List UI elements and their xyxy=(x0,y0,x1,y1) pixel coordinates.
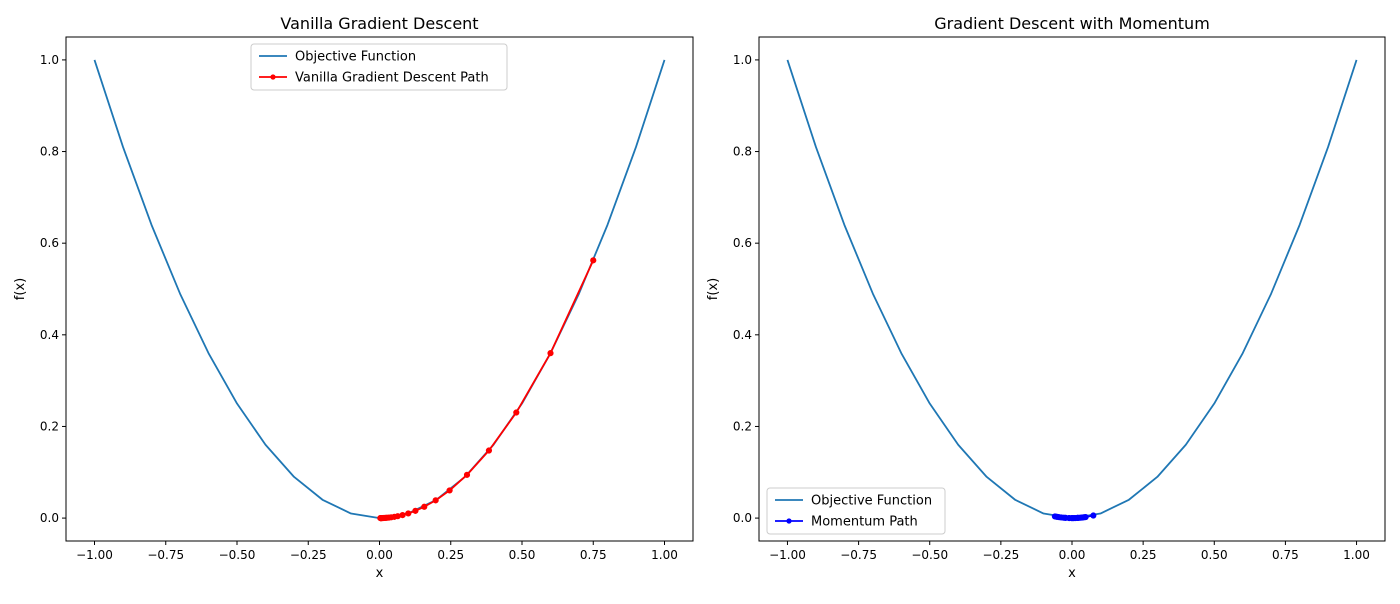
x-tick-label: 0.75 xyxy=(580,548,607,562)
x-tick-label: 0.75 xyxy=(1272,548,1299,562)
x-tick-label: −0.50 xyxy=(219,548,256,562)
legend-box xyxy=(250,43,508,91)
y-tick-label: 0.0 xyxy=(40,511,59,525)
data-point xyxy=(590,257,597,264)
plot-frame xyxy=(758,36,1386,542)
data-point xyxy=(377,514,384,522)
data-point xyxy=(547,350,554,357)
x-tick-label: 0.50 xyxy=(1201,548,1228,562)
data-point xyxy=(405,510,412,517)
chart-title: Vanilla Gradient Descent xyxy=(280,14,478,33)
y-tick-label: 0.0 xyxy=(733,511,752,525)
legend-marker-2 xyxy=(786,518,792,524)
x-tick-label: 0.25 xyxy=(437,548,464,562)
y-tick-label: 0.2 xyxy=(40,419,59,433)
chart-panel-2: −1.00 −0.75 −0.50 −0.25 0.00 0.25 0.50 0.75 1.00… xyxy=(706,14,1386,581)
series-line-2 xyxy=(379,259,595,519)
data-point xyxy=(463,471,471,478)
x-tick-label: −1.00 xyxy=(769,548,806,562)
legend: Objective Function Vanilla Gradient Desce… xyxy=(250,43,508,91)
x-tick-label: 0.50 xyxy=(509,548,536,562)
x-tick-label: −0.75 xyxy=(840,548,877,562)
x-tick-label: 0.25 xyxy=(1130,548,1157,562)
x-tick-label: −0.50 xyxy=(911,548,948,562)
data-point xyxy=(421,503,428,510)
y-axis-label: f(x) xyxy=(706,278,721,300)
x-tick-label: −0.25 xyxy=(982,548,1019,562)
data-point xyxy=(513,409,520,416)
x-tick-label: −1.00 xyxy=(76,548,113,562)
data-point xyxy=(399,512,406,519)
x-axis-label: x xyxy=(1068,566,1076,581)
data-point xyxy=(485,447,493,454)
legend-entry-1: Objective Function xyxy=(811,494,932,509)
y-tick-label: 0.4 xyxy=(40,328,59,342)
y-tick-label: 0.2 xyxy=(733,419,752,433)
series-line-1 xyxy=(786,59,1358,519)
y-tick-label: 0.8 xyxy=(733,145,752,159)
y-tick-label: 0.6 xyxy=(733,236,752,250)
x-tick-label: 0.00 xyxy=(366,548,393,562)
x-tick-label: 1.00 xyxy=(651,548,678,562)
y-tick-label: 1.0 xyxy=(733,53,752,67)
y-axis-label: f(x) xyxy=(13,278,28,300)
data-point xyxy=(432,497,439,504)
chart-panel-1: −1.00 −0.75 −0.50 −0.25 0.00 0.25 0.50 0.75 1.00… xyxy=(13,14,694,581)
legend-entry-1: Objective Function xyxy=(295,50,416,65)
x-tick-label: −0.25 xyxy=(290,548,327,562)
x-tick-label: 0.00 xyxy=(1059,548,1086,562)
data-point xyxy=(412,507,419,514)
y-tick-label: 0.8 xyxy=(40,145,59,159)
legend-marker-2 xyxy=(270,74,276,80)
legend-entry-2: Momentum Path xyxy=(811,515,918,530)
series-line-1 xyxy=(93,59,666,519)
data-point xyxy=(1090,512,1097,519)
y-tick-label: 0.6 xyxy=(40,236,59,250)
x-tick-label: −0.75 xyxy=(147,548,184,562)
chart-title: Gradient Descent with Momentum xyxy=(934,14,1210,33)
legend-entry-2: Vanilla Gradient Descent Path xyxy=(295,71,489,86)
x-axis-label: x xyxy=(376,566,384,581)
data-point xyxy=(1068,514,1076,522)
x-tick-label: 1.00 xyxy=(1343,548,1370,562)
y-tick-label: 0.4 xyxy=(733,328,752,342)
legend-box xyxy=(766,487,946,535)
data-point xyxy=(446,487,453,494)
plot-frame xyxy=(65,36,694,542)
y-tick-label: 1.0 xyxy=(40,53,59,67)
legend: Objective Function Momentum Path xyxy=(766,487,946,535)
